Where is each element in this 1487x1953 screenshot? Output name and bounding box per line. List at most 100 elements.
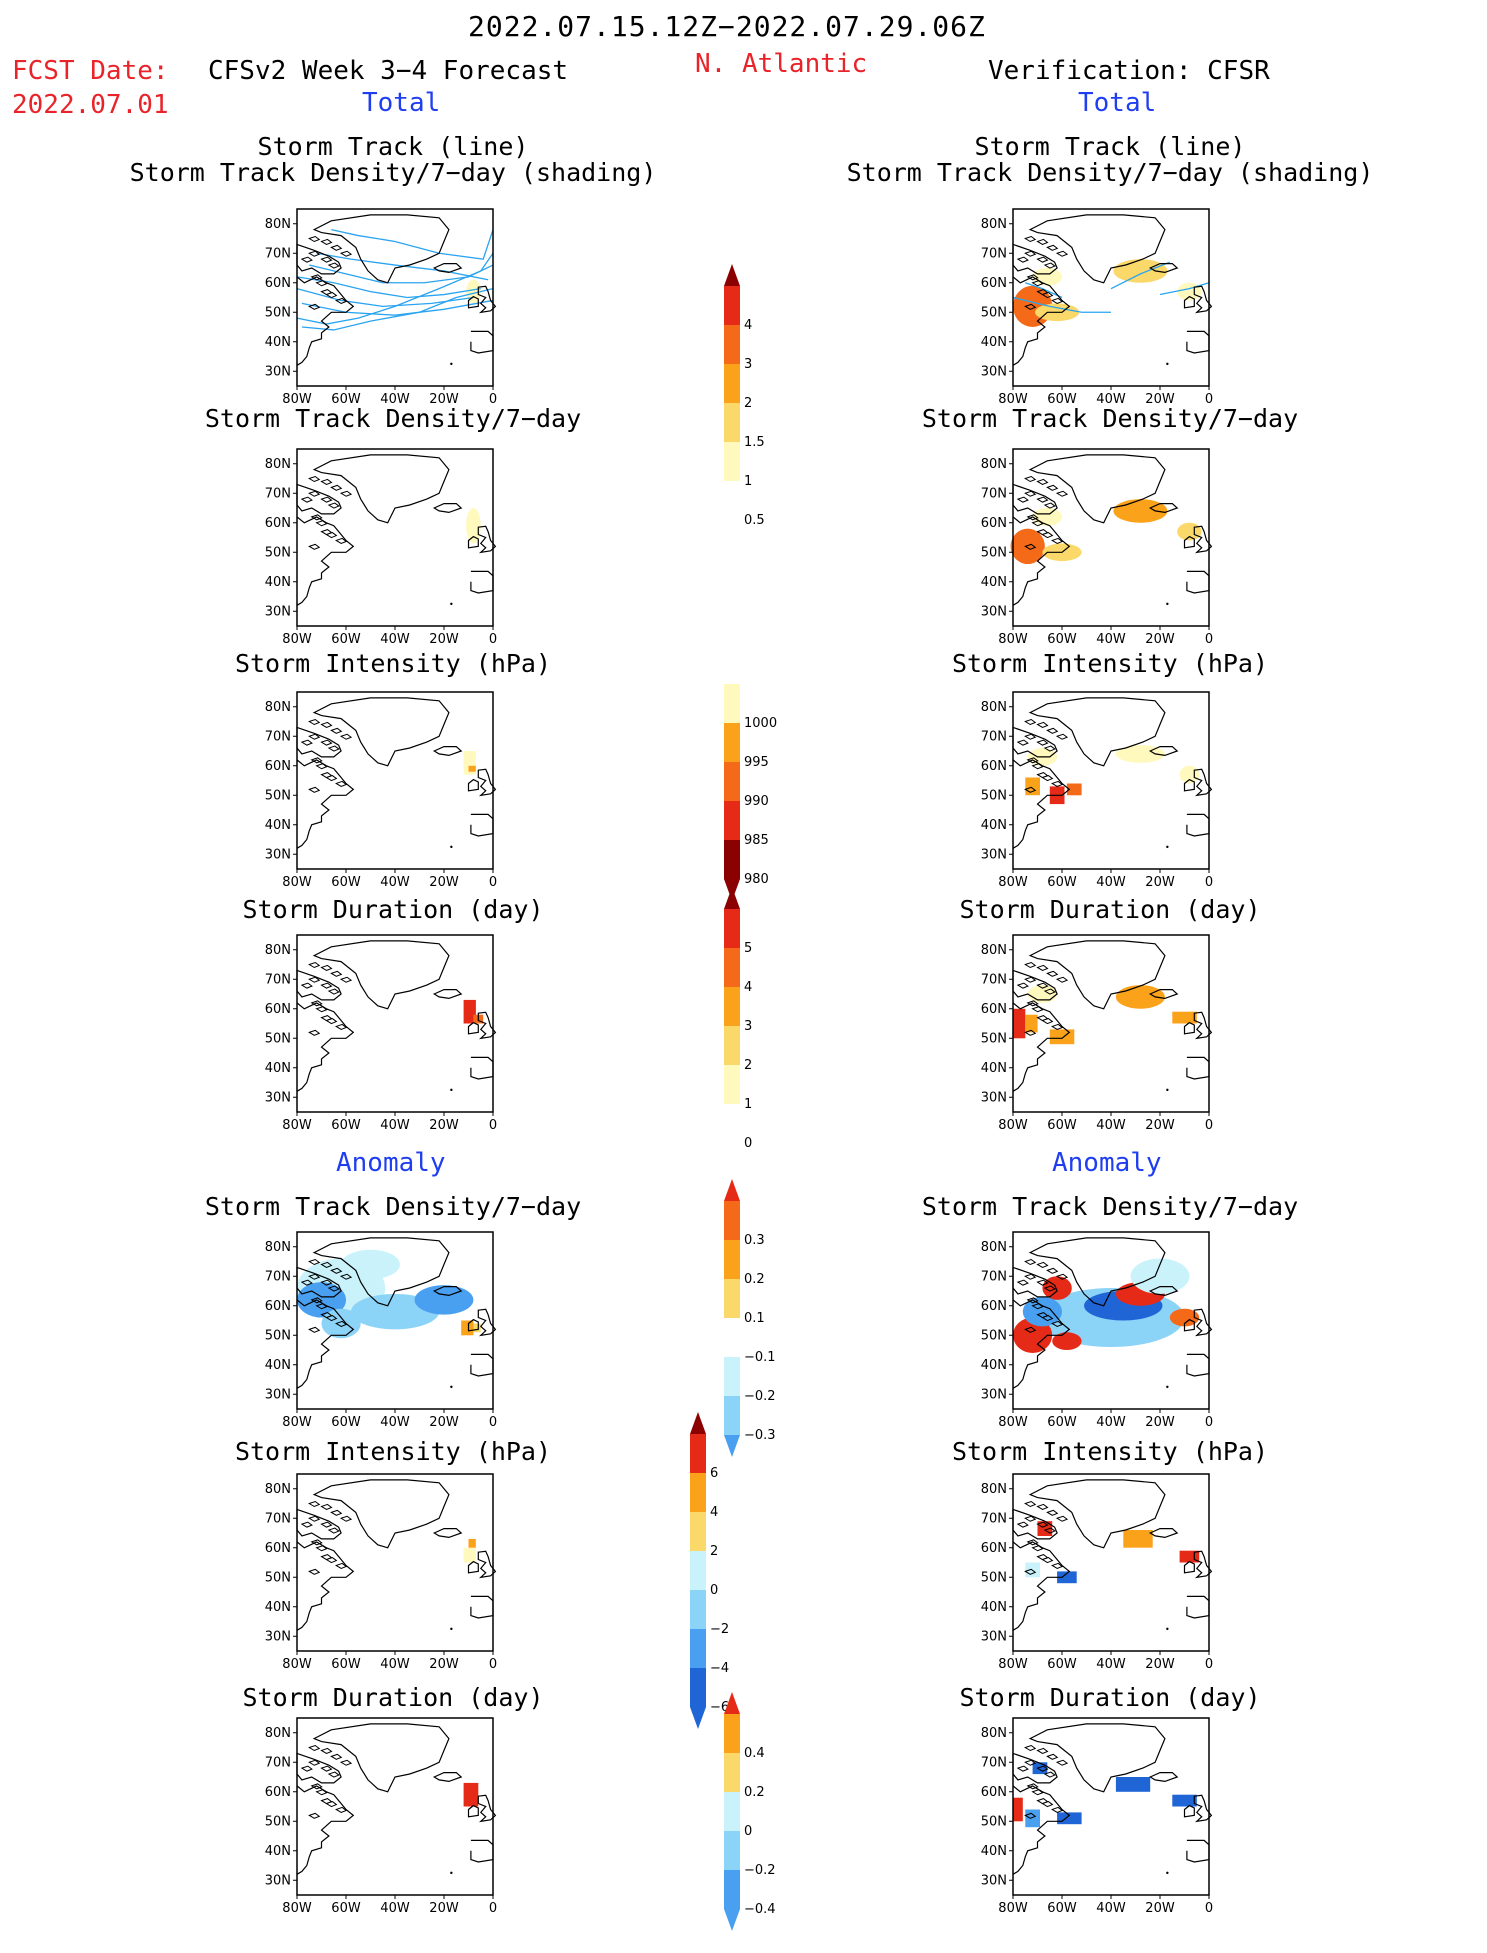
island-coast [1024, 976, 1037, 983]
cbar-segment [724, 1870, 740, 1909]
total-label-right: Total [1078, 88, 1157, 118]
shade-blob [1010, 528, 1045, 565]
island-coast [310, 274, 323, 281]
cbar-segment [724, 801, 740, 840]
island-coast [1043, 262, 1056, 269]
shade-cell [461, 1320, 474, 1336]
island-coast [1041, 531, 1054, 539]
storm-track-line [301, 288, 494, 331]
lat-tick-label: 30N [981, 1387, 1007, 1402]
lon-tick-label: 40W [380, 1415, 410, 1430]
map-frame [296, 691, 494, 870]
greenland-coast [1028, 1723, 1166, 1793]
lat-tick-label: 40N [981, 1358, 1007, 1373]
island-coast [1024, 961, 1037, 969]
island-coast [1036, 238, 1049, 246]
lat-tick-label: 60N [981, 1002, 1007, 1017]
madeira-dot [1166, 1627, 1169, 1631]
lat-tick-label: 70N [265, 1269, 291, 1284]
island-coast [335, 1320, 348, 1328]
island-coast [327, 1771, 340, 1778]
iberia-coast [1186, 570, 1210, 594]
island-coast [335, 1023, 348, 1031]
north-america-coast [1012, 1541, 1071, 1631]
madeira-dot [1166, 602, 1169, 606]
lat-tick-label: 70N [981, 729, 1007, 744]
anomaly-label-right: Anomaly [1052, 1148, 1162, 1178]
lon-tick-label: 80W [998, 1118, 1028, 1133]
island-coast [300, 1765, 313, 1772]
storm-track-line [296, 276, 481, 299]
island-coast [308, 1812, 321, 1819]
colorbar-intensity-total: 1000 995 990 985 980 [710, 660, 800, 923]
island-coast [327, 502, 340, 509]
lat-tick-label: 50N [265, 1570, 291, 1585]
island-coast [1036, 478, 1049, 486]
iceland-coast [432, 1286, 463, 1297]
map-duration-left: 80N 70N 60N 50N 40N 30N 80W 60W 40W 20W 0 [253, 933, 503, 1138]
lat-tick-label: 30N [981, 364, 1007, 379]
lat-tick-label: 30N [981, 1629, 1007, 1644]
lat-tick-label: 60N [981, 1785, 1007, 1800]
north-america-coast [296, 1785, 355, 1875]
cbar-label: 990 [744, 794, 769, 809]
lat-tick-label: 70N [981, 1511, 1007, 1526]
island-coast [339, 490, 353, 497]
madeira-dot [450, 1627, 453, 1631]
shade-blob [414, 1285, 474, 1315]
iberia-coast [470, 1839, 494, 1863]
shade-cell [1057, 1812, 1082, 1825]
island-coast [335, 780, 348, 788]
iceland-coast [1148, 989, 1179, 1000]
island-coast [1036, 256, 1049, 263]
lon-tick-label: 0 [489, 875, 497, 890]
lon-tick-label: 40W [1096, 1901, 1126, 1916]
iberia-coast [470, 813, 494, 837]
island-coast [320, 982, 333, 989]
track-title-left-2: Storm Track Density/7−day (shading) [129, 158, 657, 187]
lon-tick-label: 0 [489, 1415, 497, 1430]
island-coast [325, 291, 338, 299]
island-coast [315, 1303, 328, 1310]
island-coast [1024, 1812, 1037, 1819]
track-title-left-1: Storm Track (line) [257, 132, 529, 161]
lon-tick-label: 20W [429, 392, 459, 407]
map-frame [1012, 1473, 1210, 1652]
lon-tick-label: 60W [1047, 1901, 1077, 1916]
madeira-dot [450, 1871, 453, 1875]
cbar-label: 0 [710, 1583, 718, 1598]
iberia-coast [1186, 330, 1210, 354]
lon-tick-label: 60W [1047, 1415, 1077, 1430]
region-title: N. Atlantic [695, 49, 868, 79]
island-coast [1041, 1017, 1054, 1025]
map-anom-duration-right: 80N 70N 60N 50N 40N 30N 80W 60W 40W 20W 0 [969, 1716, 1219, 1921]
lon-tick-label: 0 [1205, 1657, 1213, 1672]
island-coast [1055, 250, 1069, 257]
iceland-coast [1148, 1528, 1179, 1539]
cbar-segment [724, 1714, 740, 1753]
lon-tick-label: 40W [380, 875, 410, 890]
shade-blob [1169, 1308, 1200, 1327]
north-america-coast [296, 516, 355, 606]
island-coast [310, 1783, 323, 1790]
island-coast [1041, 1314, 1054, 1322]
baffin-coast [1012, 1752, 1058, 1784]
iceland-coast [432, 989, 463, 1000]
island-coast [1026, 274, 1039, 281]
lon-tick-label: 20W [1145, 632, 1175, 647]
lat-tick-label: 50N [981, 1814, 1007, 1829]
island-coast [1031, 1545, 1044, 1552]
shade-cell [468, 765, 476, 772]
island-coast [1043, 1527, 1056, 1534]
island-coast [1051, 297, 1064, 305]
cbar-label: 2 [744, 1058, 752, 1073]
island-coast [320, 1521, 333, 1528]
lat-tick-label: 60N [265, 1785, 291, 1800]
shade-cell [1115, 1777, 1151, 1792]
ireland-coast [467, 1318, 479, 1332]
lon-tick-label: 40W [1096, 1118, 1126, 1133]
island-coast [1024, 475, 1037, 483]
anomaly-label-left: Anomaly [336, 1148, 446, 1178]
map-anom-density-right: 80N 70N 60N 50N 40N 30N 80W 60W 40W 20W 0 [969, 1230, 1219, 1435]
island-coast [335, 537, 348, 545]
